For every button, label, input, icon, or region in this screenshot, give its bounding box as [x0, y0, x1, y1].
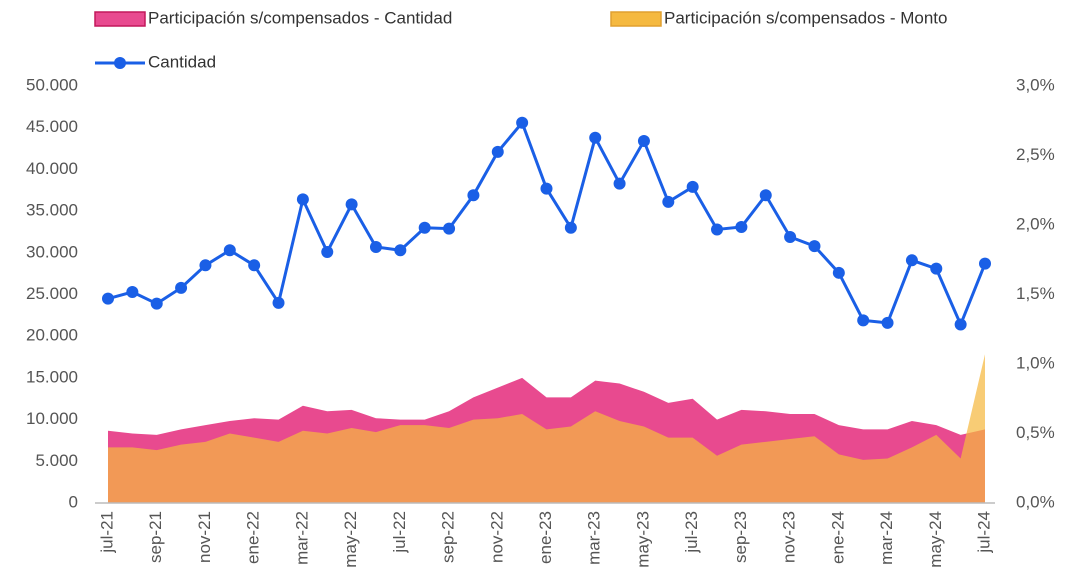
point — [759, 189, 772, 202]
y-tick-label: 30.000 — [26, 242, 78, 261]
point — [589, 131, 602, 144]
x-tick-label: jul-21 — [97, 511, 116, 554]
point — [881, 316, 894, 329]
y-tick-label: 25.000 — [26, 284, 78, 303]
x-tick-label: mar-24 — [877, 511, 896, 565]
y-tick-label: 50.000 — [26, 75, 78, 94]
point — [102, 292, 114, 305]
y2-tick-label: 1,5% — [1016, 284, 1055, 303]
point — [662, 195, 675, 208]
point — [467, 189, 480, 202]
legend-swatch — [94, 11, 146, 27]
y2-tick-label: 2,5% — [1016, 145, 1055, 164]
point — [150, 297, 163, 310]
x-tick-label: sep-21 — [146, 511, 165, 563]
x-tick-label: sep-22 — [439, 511, 458, 563]
point — [321, 245, 334, 258]
point — [613, 177, 626, 190]
point — [199, 259, 212, 272]
point — [248, 259, 261, 272]
x-tick-label: may-22 — [341, 511, 360, 568]
point — [686, 180, 699, 193]
point — [784, 230, 797, 243]
point — [296, 193, 309, 206]
x-tick-label: jul-22 — [390, 511, 409, 554]
point — [443, 222, 456, 235]
legend-swatch — [610, 11, 662, 27]
point — [832, 266, 845, 279]
y2-tick-label: 0,0% — [1016, 492, 1055, 511]
legend-label: Cantidad — [148, 52, 216, 71]
point — [979, 257, 991, 270]
x-tick-label: may-24 — [926, 511, 945, 568]
area — [108, 354, 985, 503]
y-tick-label: 10.000 — [26, 409, 78, 428]
y-tick-label: 0 — [69, 492, 78, 511]
y-tick-label: 35.000 — [26, 201, 78, 220]
point — [954, 318, 967, 331]
point — [540, 182, 553, 195]
x-tick-label: nov-21 — [195, 511, 214, 563]
x-tick-label: sep-23 — [731, 511, 750, 563]
point — [637, 135, 650, 148]
y2-tick-label: 2,0% — [1016, 214, 1055, 233]
x-tick-label: nov-23 — [780, 511, 799, 563]
point — [394, 244, 407, 257]
point — [516, 116, 529, 129]
y-tick-label: 45.000 — [26, 117, 78, 136]
legend-marker — [114, 57, 126, 69]
x-tick-label: nov-22 — [487, 511, 506, 563]
x-tick-label: ene-24 — [828, 511, 847, 564]
legend-label: Participación s/compensados - Cantidad — [148, 8, 452, 27]
line — [107, 119, 987, 329]
point — [857, 314, 870, 327]
x-tick-label: mar-23 — [585, 511, 604, 565]
point — [345, 198, 358, 211]
y2-tick-label: 0,5% — [1016, 423, 1055, 442]
y-tick-label: 5.000 — [35, 451, 78, 470]
x-tick-label: mar-22 — [292, 511, 311, 565]
point — [711, 223, 724, 236]
point — [223, 244, 236, 257]
legend-item: Cantidad — [95, 52, 216, 71]
y2-tick-label: 3,0% — [1016, 75, 1055, 94]
x-tick-label: jul-23 — [682, 511, 701, 554]
point — [491, 145, 504, 158]
y2-tick-label: 1,0% — [1016, 353, 1055, 372]
point — [369, 240, 382, 253]
point — [126, 285, 139, 298]
point — [175, 281, 188, 294]
x-tick-label: may-23 — [633, 511, 652, 568]
point — [418, 221, 431, 234]
y-tick-label: 40.000 — [26, 159, 78, 178]
x-tick-label: ene-22 — [244, 511, 263, 564]
y-tick-label: 15.000 — [26, 367, 78, 386]
legend-item: Participación s/compensados - Cantidad — [94, 8, 452, 27]
point — [808, 240, 821, 253]
legend-label: Participación s/compensados - Monto — [664, 8, 947, 27]
point — [905, 254, 918, 267]
x-tick-label: ene-23 — [536, 511, 555, 564]
point — [564, 221, 577, 234]
y-tick-label: 20.000 — [26, 326, 78, 345]
legend-item: Participación s/compensados - Monto — [610, 8, 947, 27]
point — [930, 262, 943, 275]
point — [735, 220, 748, 233]
point — [272, 296, 285, 309]
x-tick-label: jul-24 — [974, 511, 993, 554]
